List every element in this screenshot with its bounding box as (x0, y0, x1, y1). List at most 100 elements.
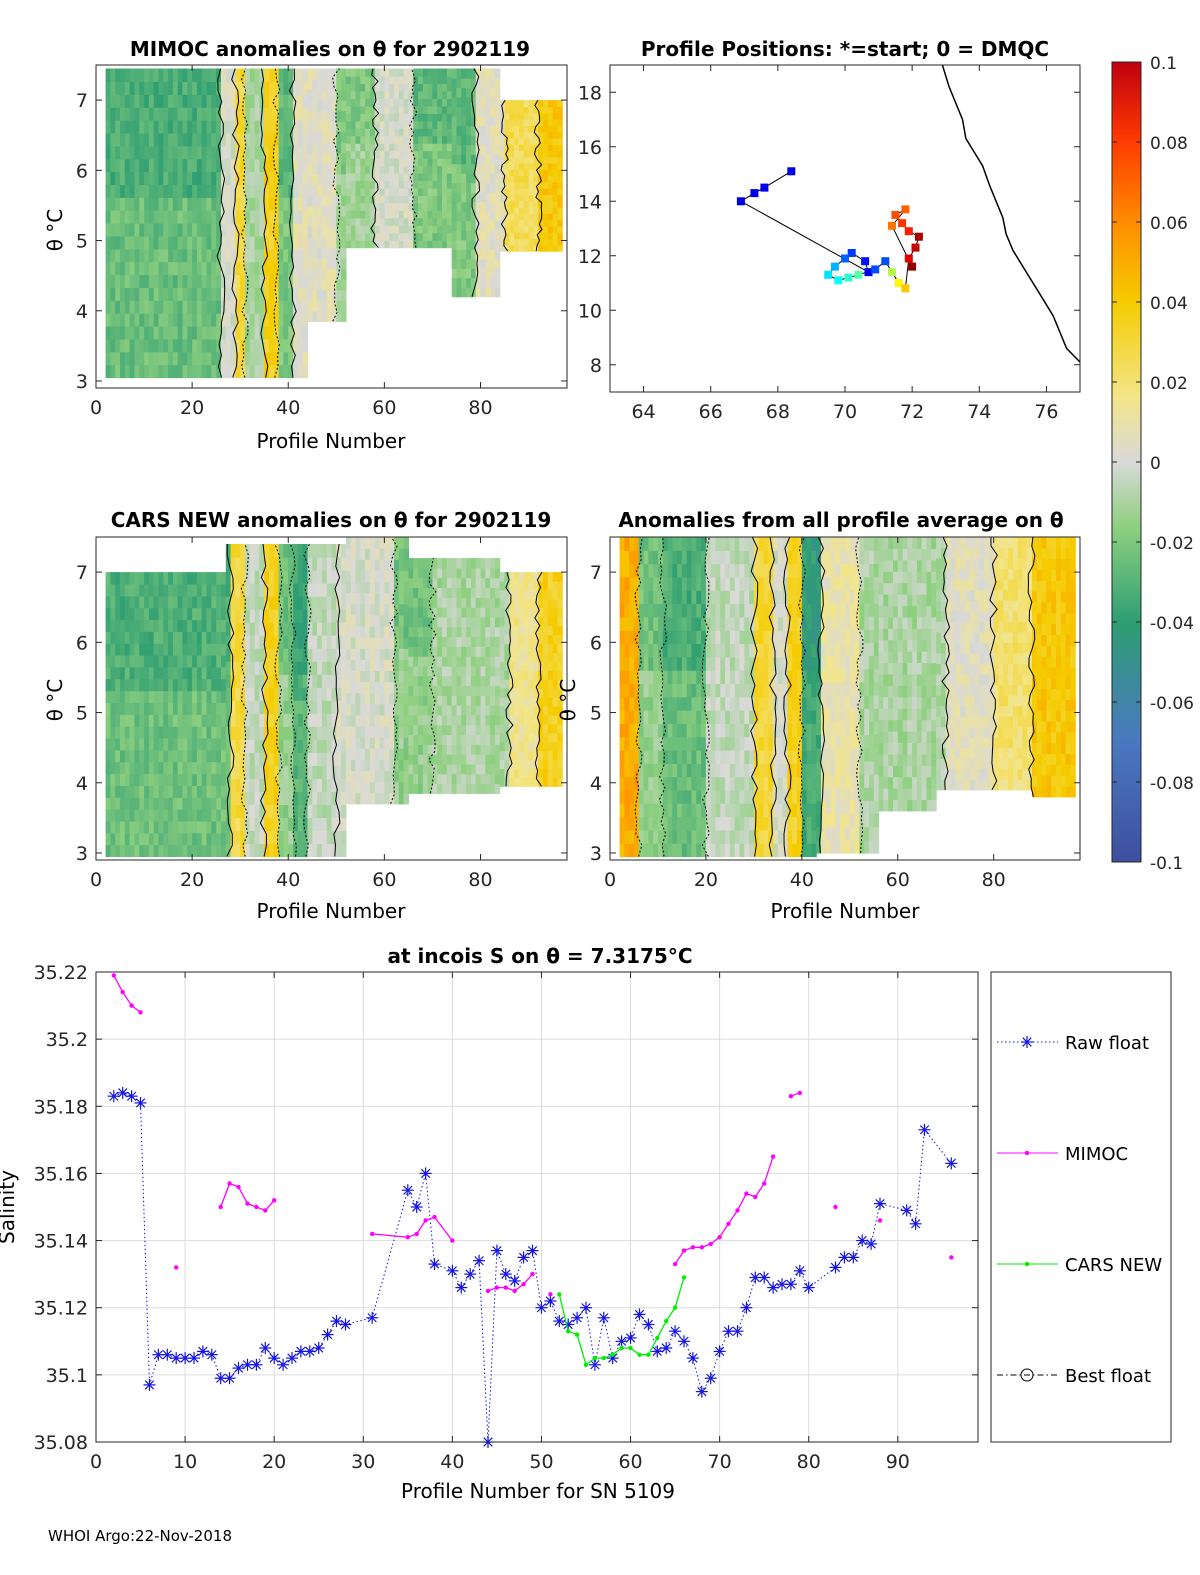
heatmap-cell (225, 94, 232, 108)
heatmap-cell (110, 197, 116, 211)
heatmap-cell (129, 326, 135, 340)
heatmap-cell (240, 326, 246, 340)
heatmap-cell (350, 202, 357, 211)
heatmap-cell (552, 194, 558, 202)
heatmap-cell (418, 217, 424, 226)
heatmap-cell (326, 184, 333, 196)
heatmap-cell (350, 173, 357, 182)
heatmap-cell (211, 572, 217, 585)
heatmap-cell (187, 643, 193, 656)
heatmap-cell (394, 714, 400, 727)
heatmap-cell (206, 132, 212, 147)
heatmap-cell (418, 685, 424, 696)
heatmap-cell (552, 156, 558, 164)
heatmap-cell (538, 616, 544, 627)
heatmap-cell (312, 142, 318, 154)
heatmap-cell (514, 144, 520, 151)
heatmap-cell (490, 587, 496, 598)
heatmap-cell (437, 695, 443, 706)
heatmap-cell (504, 163, 510, 170)
heatmap-cell (317, 258, 323, 270)
heatmap-cell (456, 144, 462, 155)
heatmap-cell (283, 145, 289, 160)
heatmap-cell (389, 681, 395, 694)
heatmap-cell (249, 804, 256, 818)
heatmap-cell (206, 184, 212, 198)
heatmap-cell (389, 143, 395, 152)
heatmap-cell (177, 197, 184, 211)
heatmap-cell (374, 217, 381, 226)
heatmap-cell (336, 110, 342, 122)
heatmap-cell (293, 197, 299, 211)
heatmap-cell (528, 144, 534, 151)
heatmap-cell (240, 313, 246, 327)
heatmap-cell (403, 143, 409, 152)
heatmap-cell (427, 113, 433, 122)
heatmap-cell (345, 692, 352, 705)
heatmap-cell (408, 105, 414, 114)
heatmap-cell (456, 192, 462, 203)
heatmap-cell (177, 690, 184, 703)
heatmap-cell (110, 690, 116, 703)
heatmap-cell (451, 68, 458, 79)
heatmap-cell (341, 674, 347, 688)
heatmap-cell (345, 714, 352, 727)
heatmap-cell (384, 637, 390, 649)
heatmap-cell (408, 98, 414, 107)
heatmap-cell (432, 158, 438, 167)
heatmap-cell (379, 128, 385, 137)
heatmap-cell (331, 205, 337, 217)
heatmap-cell (403, 202, 409, 211)
heatmap-cell (374, 792, 381, 805)
heatmap-cell (490, 97, 496, 108)
heatmap-cell (182, 572, 188, 585)
heatmap-cell (225, 583, 232, 597)
heatmap-cell (148, 726, 155, 739)
heatmap-cell (432, 656, 438, 667)
heatmap-cell (427, 773, 433, 785)
heatmap-cell (514, 131, 520, 139)
heatmap-cell (432, 607, 438, 618)
heatmap-cell (480, 705, 486, 716)
heatmap-cell (326, 247, 333, 259)
heatmap-cell (552, 768, 558, 778)
heatmap-cell (552, 175, 558, 183)
heatmap-cell (398, 135, 405, 144)
heatmap-cell (619, 616, 625, 631)
heatmap-cell (552, 200, 558, 208)
heatmap-cell (211, 584, 217, 597)
heatmap-cell (413, 744, 419, 755)
heatmap-cell (629, 696, 635, 711)
heatmap-cell (374, 187, 381, 196)
heatmap-cell (168, 210, 174, 224)
heatmap-cell (312, 79, 318, 91)
heatmap-cell (326, 121, 333, 133)
heatmap-cell (384, 703, 390, 716)
heatmap-cell (168, 184, 174, 198)
heatmap-cell (211, 785, 217, 798)
heatmap-cell (355, 120, 361, 129)
heatmap-cell (230, 609, 236, 623)
heatmap-cell (297, 609, 304, 623)
heatmap-cell (624, 656, 630, 671)
heatmap-cell (259, 661, 265, 675)
heatmap-cell (552, 106, 558, 114)
heatmap-cell (485, 773, 491, 785)
heatmap-cell (192, 714, 198, 727)
heatmap-cell (134, 338, 140, 353)
heatmap-cell (240, 843, 246, 858)
heatmap-cell (312, 216, 318, 228)
heatmap-cell (273, 235, 280, 250)
heatmap-cell (379, 603, 385, 616)
heatmap-cell (509, 607, 515, 618)
heatmap-cell (168, 820, 174, 834)
heatmap-cell (557, 232, 563, 240)
heatmap-cell (221, 81, 227, 95)
heatmap-cell (206, 120, 212, 134)
heatmap-cell (163, 184, 169, 198)
y-tick-label: 10 (578, 300, 602, 322)
heatmap-cell (365, 173, 371, 182)
heatmap-cell (297, 804, 304, 818)
heatmap-cell (177, 785, 184, 798)
heatmap-cell (221, 248, 227, 263)
